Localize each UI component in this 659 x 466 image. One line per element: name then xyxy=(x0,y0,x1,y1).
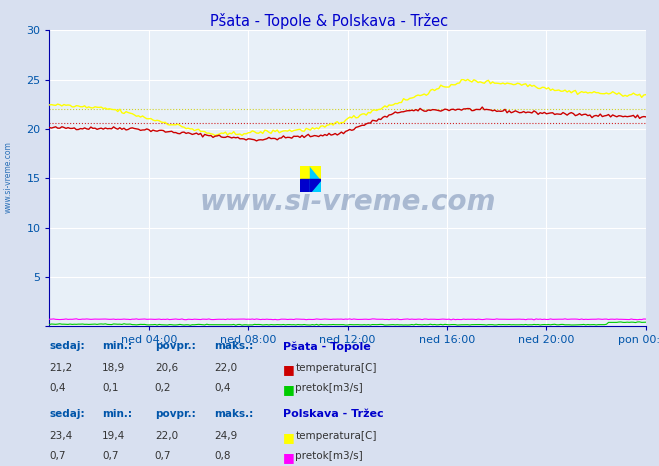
Text: maks.:: maks.: xyxy=(214,341,254,351)
Bar xyxy=(310,166,321,179)
Text: ■: ■ xyxy=(283,363,295,377)
Text: www.si-vreme.com: www.si-vreme.com xyxy=(3,141,13,213)
Polygon shape xyxy=(310,179,321,192)
Text: 22,0: 22,0 xyxy=(155,431,178,441)
Text: ■: ■ xyxy=(283,431,295,444)
Bar xyxy=(310,179,321,192)
Text: sedaj:: sedaj: xyxy=(49,409,85,418)
Text: povpr.:: povpr.: xyxy=(155,409,196,418)
Text: 22,0: 22,0 xyxy=(214,363,237,373)
Text: 18,9: 18,9 xyxy=(102,363,125,373)
Text: 0,4: 0,4 xyxy=(49,383,66,393)
Polygon shape xyxy=(310,166,321,179)
Text: temperatura[C]: temperatura[C] xyxy=(295,363,377,373)
Text: maks.:: maks.: xyxy=(214,409,254,418)
Text: ■: ■ xyxy=(283,383,295,396)
Text: www.si-vreme.com: www.si-vreme.com xyxy=(200,188,496,216)
Bar xyxy=(300,166,310,179)
Text: sedaj:: sedaj: xyxy=(49,341,85,351)
Text: 20,6: 20,6 xyxy=(155,363,178,373)
Text: min.:: min.: xyxy=(102,409,132,418)
Text: 0,7: 0,7 xyxy=(49,451,66,460)
Text: 0,7: 0,7 xyxy=(155,451,171,460)
Text: 19,4: 19,4 xyxy=(102,431,125,441)
Text: Pšata - Topole: Pšata - Topole xyxy=(283,341,371,352)
Text: 21,2: 21,2 xyxy=(49,363,72,373)
Bar xyxy=(300,179,310,192)
Text: Pšata - Topole & Polskava - Tržec: Pšata - Topole & Polskava - Tržec xyxy=(210,13,449,29)
Text: 0,2: 0,2 xyxy=(155,383,171,393)
Text: 0,8: 0,8 xyxy=(214,451,231,460)
Text: povpr.:: povpr.: xyxy=(155,341,196,351)
Text: ■: ■ xyxy=(283,451,295,464)
Text: pretok[m3/s]: pretok[m3/s] xyxy=(295,383,363,393)
Text: 0,1: 0,1 xyxy=(102,383,119,393)
Text: min.:: min.: xyxy=(102,341,132,351)
Text: 23,4: 23,4 xyxy=(49,431,72,441)
Text: 0,4: 0,4 xyxy=(214,383,231,393)
Text: 24,9: 24,9 xyxy=(214,431,237,441)
Text: temperatura[C]: temperatura[C] xyxy=(295,431,377,441)
Text: 0,7: 0,7 xyxy=(102,451,119,460)
Text: pretok[m3/s]: pretok[m3/s] xyxy=(295,451,363,460)
Text: Polskava - Tržec: Polskava - Tržec xyxy=(283,409,384,418)
